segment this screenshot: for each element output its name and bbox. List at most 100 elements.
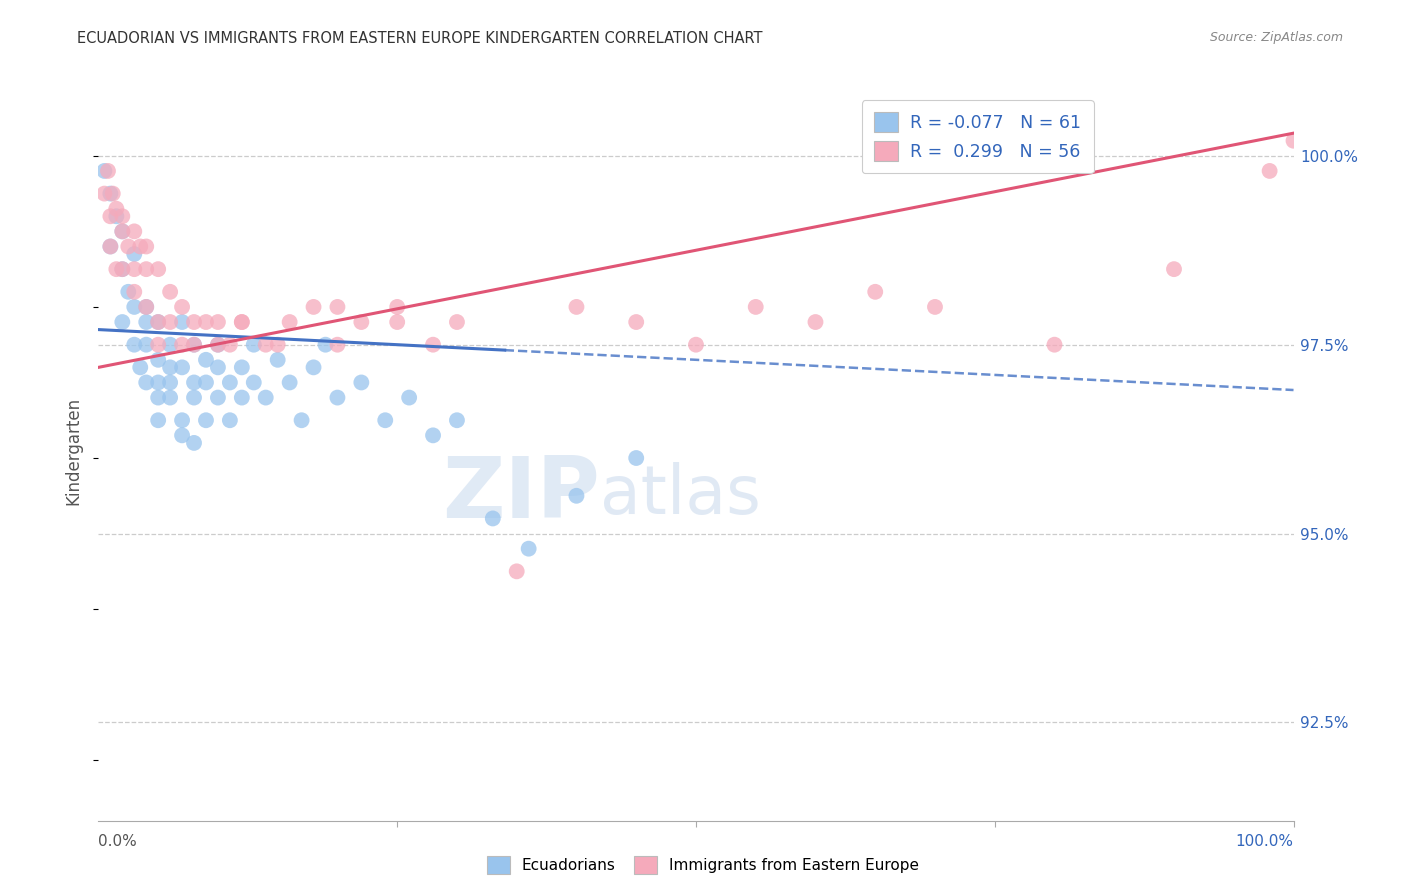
Point xyxy=(111,209,134,223)
Point xyxy=(626,315,648,329)
Point xyxy=(219,376,242,390)
Point xyxy=(148,391,170,405)
Point xyxy=(302,300,325,314)
Point xyxy=(385,300,409,314)
Point xyxy=(482,511,505,525)
Point xyxy=(195,315,218,329)
Point xyxy=(195,376,218,390)
Point xyxy=(685,337,707,351)
Text: 0.0%: 0.0% xyxy=(98,834,138,849)
Legend: R = -0.077   N = 61, R =  0.299   N = 56: R = -0.077 N = 61, R = 0.299 N = 56 xyxy=(862,100,1094,173)
Point xyxy=(183,391,205,405)
Point xyxy=(97,164,120,178)
Point xyxy=(101,186,124,201)
Point xyxy=(183,337,205,351)
Text: ECUADORIAN VS IMMIGRANTS FROM EASTERN EUROPE KINDERGARTEN CORRELATION CHART: ECUADORIAN VS IMMIGRANTS FROM EASTERN EU… xyxy=(77,31,763,46)
Point xyxy=(159,376,181,390)
Point xyxy=(231,315,253,329)
Point xyxy=(195,413,218,427)
Point xyxy=(135,262,157,277)
Point xyxy=(98,186,122,201)
Point xyxy=(207,337,229,351)
Point xyxy=(350,376,373,390)
Point xyxy=(117,239,139,253)
Point xyxy=(172,428,194,442)
Point xyxy=(159,285,181,299)
Point xyxy=(135,337,157,351)
Point xyxy=(207,337,229,351)
Point xyxy=(111,262,134,277)
Point xyxy=(105,202,128,216)
Point xyxy=(159,315,181,329)
Point xyxy=(315,337,337,351)
Point xyxy=(278,315,301,329)
Point xyxy=(350,315,373,329)
Point xyxy=(111,224,134,238)
Point xyxy=(207,391,229,405)
Point xyxy=(517,541,540,556)
Point xyxy=(135,239,157,253)
Point xyxy=(124,224,146,238)
Point xyxy=(267,352,290,367)
Point xyxy=(135,300,157,314)
Point xyxy=(159,391,181,405)
Text: ZIP: ZIP xyxy=(443,453,600,536)
Point xyxy=(626,450,648,465)
Point xyxy=(231,360,253,375)
Point xyxy=(124,285,146,299)
Point xyxy=(129,360,152,375)
Point xyxy=(243,337,266,351)
Point xyxy=(374,413,396,427)
Point xyxy=(124,262,146,277)
Point xyxy=(231,315,253,329)
Point xyxy=(124,247,146,261)
Y-axis label: Kindergarten: Kindergarten xyxy=(65,396,83,505)
Point xyxy=(865,285,887,299)
Legend: Ecuadorians, Immigrants from Eastern Europe: Ecuadorians, Immigrants from Eastern Eur… xyxy=(481,850,925,880)
Text: Source: ZipAtlas.com: Source: ZipAtlas.com xyxy=(1209,31,1343,45)
Point xyxy=(148,315,170,329)
Point xyxy=(398,391,420,405)
Point xyxy=(148,262,170,277)
Point xyxy=(98,239,122,253)
Point xyxy=(302,360,325,375)
Point xyxy=(159,337,181,351)
Point xyxy=(148,413,170,427)
Point xyxy=(159,360,181,375)
Point xyxy=(195,352,218,367)
Point xyxy=(183,376,205,390)
Point xyxy=(124,300,146,314)
Point xyxy=(172,360,194,375)
Point xyxy=(117,285,139,299)
Point xyxy=(135,300,157,314)
Point xyxy=(93,186,115,201)
Point xyxy=(326,300,349,314)
Point xyxy=(231,391,253,405)
Point xyxy=(254,391,277,405)
Point xyxy=(446,413,468,427)
Point xyxy=(278,376,301,390)
Point xyxy=(565,489,588,503)
Point xyxy=(183,436,205,450)
Point xyxy=(111,315,134,329)
Point xyxy=(326,337,349,351)
Point xyxy=(745,300,768,314)
Point xyxy=(565,300,588,314)
Point xyxy=(243,376,266,390)
Point xyxy=(135,315,157,329)
Point xyxy=(111,224,134,238)
Text: 100.0%: 100.0% xyxy=(1236,834,1294,849)
Point xyxy=(105,209,128,223)
Point xyxy=(98,239,122,253)
Point xyxy=(98,209,122,223)
Point xyxy=(1163,262,1185,277)
Point xyxy=(124,337,146,351)
Point xyxy=(111,262,134,277)
Point xyxy=(207,360,229,375)
Point xyxy=(129,239,152,253)
Point xyxy=(172,337,194,351)
Point xyxy=(148,315,170,329)
Point xyxy=(1258,164,1281,178)
Text: atlas: atlas xyxy=(600,462,761,528)
Point xyxy=(148,337,170,351)
